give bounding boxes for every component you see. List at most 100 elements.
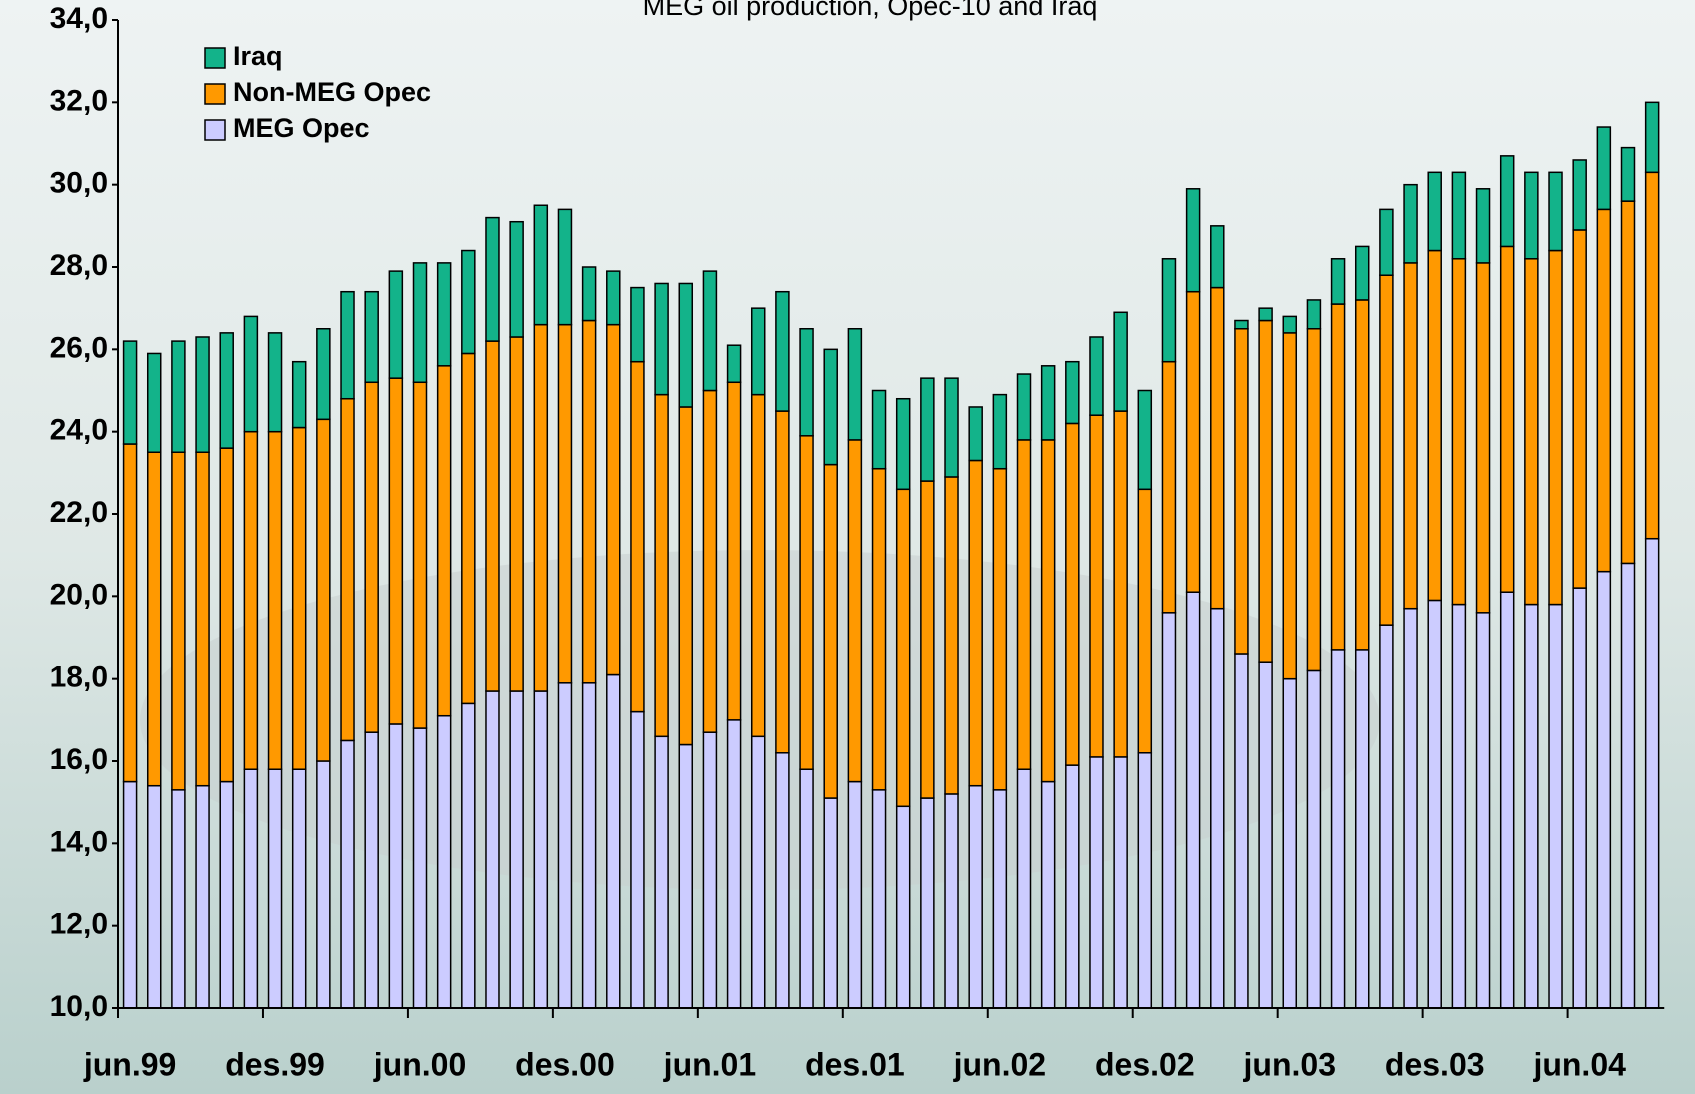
- legend-swatch: [204, 47, 226, 69]
- bar-segment: [1282, 332, 1298, 680]
- bar-segment: [702, 731, 718, 1009]
- bar-segment: [1620, 562, 1636, 1009]
- x-tick-label: des.99: [225, 1046, 325, 1082]
- bar-segment: [195, 784, 210, 1009]
- bar-segment: [1475, 188, 1491, 264]
- bar-segment: [243, 768, 259, 1009]
- bar-segment: [968, 406, 983, 462]
- bar-segment: [678, 743, 694, 1009]
- bar-segment: [340, 290, 355, 400]
- bar-segment: [847, 439, 863, 783]
- y-tick-label: 22,0: [50, 496, 108, 529]
- bar-segment: [1596, 570, 1612, 1009]
- bar-segment: [146, 352, 162, 454]
- legend-label: Non-MEG Opec: [233, 77, 431, 107]
- bar-segment: [267, 332, 283, 433]
- x-tick-label: des.00: [515, 1046, 615, 1082]
- bar-segment: [557, 208, 573, 326]
- bar-segment: [1282, 315, 1298, 334]
- x-tick-label: des.03: [1385, 1046, 1485, 1082]
- bar-segment: [847, 328, 863, 441]
- bar-segment: [1548, 603, 1563, 1009]
- bar-segment: [122, 780, 138, 1009]
- bar-segment: [1475, 262, 1491, 614]
- bar-segment: [1572, 587, 1587, 1009]
- bar-segment: [630, 710, 645, 1009]
- bar-segment: [243, 430, 259, 770]
- x-tick-label: jun.02: [953, 1046, 1046, 1082]
- bar-segment: [1524, 171, 1539, 260]
- bar-segment: [895, 397, 911, 491]
- bar-segment: [1210, 225, 1225, 289]
- bar-segment: [1403, 607, 1418, 1009]
- y-tick-label: 30,0: [50, 167, 108, 200]
- bar-segment: [1379, 624, 1394, 1009]
- bar-segment: [1572, 229, 1587, 589]
- bar-segment: [1258, 307, 1273, 322]
- bar-segment: [581, 682, 597, 1009]
- bar-segment: [412, 381, 428, 729]
- bar-segment: [1065, 422, 1080, 766]
- bar-segment: [1113, 756, 1128, 1009]
- bar-segment: [992, 467, 1008, 791]
- bar-segment: [1572, 159, 1587, 231]
- bar-segment: [606, 323, 621, 676]
- bar-segment: [533, 690, 549, 1009]
- bar-segment: [219, 780, 234, 1009]
- bar-segment: [1475, 612, 1491, 1009]
- bar-segment: [1427, 599, 1442, 1009]
- bar-segment: [291, 768, 307, 1009]
- bar-segment: [1427, 171, 1442, 252]
- bar-segment: [1040, 780, 1056, 1009]
- bar-segment: [1354, 649, 1370, 1009]
- bar-segment: [606, 270, 621, 326]
- bar-segment: [364, 381, 379, 733]
- bar-segment: [1499, 591, 1515, 1009]
- bar-segment: [944, 476, 959, 795]
- y-tick-label: 20,0: [50, 578, 108, 611]
- bar-segment: [871, 467, 887, 791]
- bar-segment: [920, 480, 935, 799]
- bar-segment: [219, 332, 234, 449]
- bar-segment: [1016, 768, 1032, 1009]
- bar-segment: [1620, 200, 1636, 565]
- x-tick-label: des.01: [805, 1046, 905, 1082]
- bar-segment: [726, 381, 742, 721]
- bar-segment: [847, 780, 863, 1009]
- bar-segment: [485, 340, 500, 692]
- bar-segment: [122, 340, 138, 445]
- bar-segment: [1499, 155, 1515, 248]
- bar-segment: [533, 204, 549, 326]
- bar-segment: [436, 714, 452, 1009]
- bar-segment: [122, 443, 138, 783]
- bar-segment: [340, 397, 355, 742]
- bar-segment: [388, 377, 404, 725]
- bar-segment: [1161, 360, 1177, 614]
- bar-segment: [1065, 360, 1080, 425]
- bar-segment: [171, 340, 186, 454]
- bar-segment: [1330, 649, 1346, 1009]
- bar-segment: [750, 393, 766, 738]
- bar-segment: [1596, 208, 1612, 573]
- bar-segment: [1330, 258, 1346, 305]
- bar-segment: [1596, 126, 1612, 211]
- bar-segment: [1137, 488, 1153, 754]
- bar-segment: [195, 451, 210, 787]
- bar-segment: [1113, 311, 1128, 412]
- bar-segment: [968, 784, 983, 1009]
- bar-segment: [1451, 603, 1467, 1009]
- bar-segment: [799, 435, 814, 770]
- bar-segment: [606, 673, 621, 1009]
- bar-segment: [1113, 410, 1128, 758]
- bar-segment: [1089, 414, 1104, 758]
- legend-label: Iraq: [233, 41, 283, 71]
- y-tick-label: 10,0: [50, 990, 108, 1023]
- x-tick-label: jun.04: [1532, 1046, 1626, 1082]
- bar-segment: [1161, 612, 1177, 1009]
- bar-segment: [775, 290, 790, 412]
- bar-segment: [871, 389, 887, 470]
- bar-segment: [1354, 299, 1370, 651]
- bar-segment: [316, 760, 331, 1009]
- bar-segment: [1403, 183, 1418, 264]
